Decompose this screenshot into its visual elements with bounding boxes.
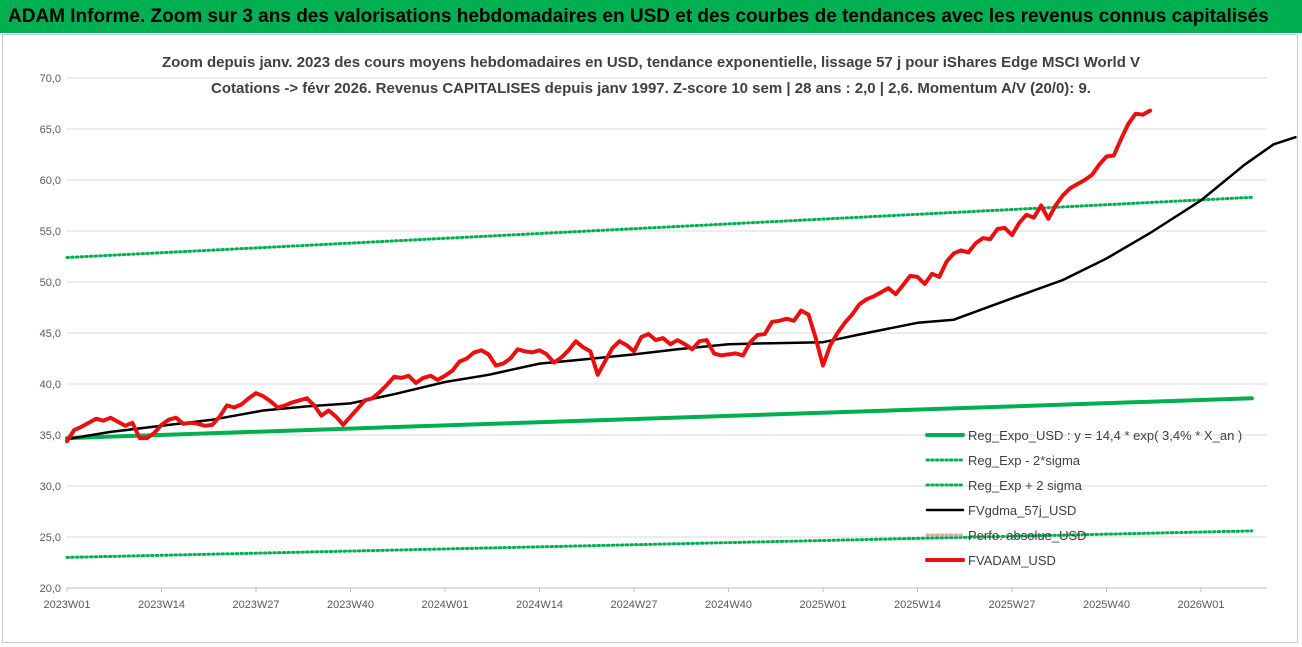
y-tick-label: 40,0: [40, 379, 61, 391]
y-tick-label: 55,0: [40, 226, 61, 238]
y-axis-labels: 70,0 65,0 60,0 55,0 50,0 45,0 40,0 35,0 30,0 25,0…: [40, 73, 61, 595]
x-tick-label: 2023W14: [138, 599, 185, 611]
y-tick-label: 50,0: [40, 277, 61, 289]
legend: Reg_Expo_USD : y = 14,4 * exp( 3,4% * X_…: [925, 428, 1242, 568]
chart-svg: Zoom depuis janv. 2023 des cours moyens …: [40, 54, 1297, 611]
y-tick-label: 65,0: [40, 124, 61, 136]
legend-label-0: Reg_Expo_USD : y = 14,4 * exp( 3,4% * X_…: [968, 428, 1242, 443]
x-tick-label: 2025W40: [1083, 599, 1130, 611]
legend-label-1: Reg_Exp - 2*sigma: [968, 453, 1081, 468]
chart-frame: Zoom depuis janv. 2023 des cours moyens …: [2, 34, 1298, 643]
grid-layer: [66, 77, 1267, 592]
legend-label-5: FVADAM_USD: [968, 553, 1056, 568]
legend-label-2: Reg_Exp + 2 sigma: [968, 478, 1083, 493]
x-tick-label: 2023W27: [232, 599, 279, 611]
x-tick-label: 2024W14: [516, 599, 563, 611]
x-tick-label: 2023W01: [43, 599, 90, 611]
y-tick-label: 60,0: [40, 175, 61, 187]
x-tick-label: 2026W01: [1177, 599, 1224, 611]
series-line-1: [65, 529, 1254, 559]
x-axis-labels: 2023W01 2023W14 2023W27 2023W40 2024W01 2024W…: [43, 599, 1224, 611]
x-tick-label: 2024W40: [705, 599, 752, 611]
series-line-2: [65, 195, 1254, 259]
series-line-5: [65, 108, 1153, 444]
x-tick-label: 2025W01: [799, 599, 846, 611]
legend-label-4: Perfo. absolue_USD: [968, 528, 1087, 543]
series-line-0: [65, 396, 1254, 441]
y-tick-label: 35,0: [40, 430, 61, 442]
x-tick-label: 2025W27: [988, 599, 1035, 611]
y-tick-label: 45,0: [40, 328, 61, 340]
legend-label-3: FVgdma_57j_USD: [968, 503, 1076, 518]
y-tick-label: 70,0: [40, 73, 61, 85]
chart-title-line-1: Zoom depuis janv. 2023 des cours moyens …: [162, 54, 1140, 71]
x-tick-label: 2024W01: [421, 599, 468, 611]
x-tick-label: 2024W27: [610, 599, 657, 611]
x-tick-label: 2023W40: [327, 599, 374, 611]
banner-title: ADAM Informe. Zoom sur 3 ans des valoris…: [0, 0, 1302, 33]
y-tick-label: 25,0: [40, 532, 61, 544]
y-tick-label: 30,0: [40, 481, 61, 493]
y-tick-label: 20,0: [40, 583, 61, 595]
chart-title-line-2: Cotations -> févr 2026. Revenus CAPITALI…: [211, 80, 1091, 97]
series-layer: [65, 108, 1297, 559]
series-line-3: [65, 135, 1297, 441]
x-tick-label: 2025W14: [894, 599, 941, 611]
